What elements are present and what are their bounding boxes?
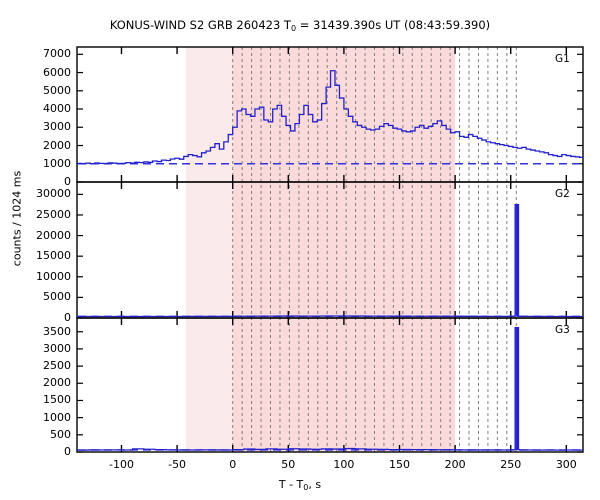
y-tick-label-g1: 4000 [43,102,71,116]
y-tick-label-g3: 500 [50,427,71,441]
y-tick-label-g1: 3000 [43,120,71,134]
y-tick-label-g2: 25000 [36,207,71,221]
panel-frame-g3 [76,317,584,453]
x-tick-label: 300 [555,458,577,471]
x-tick-label: 100 [333,458,355,471]
panel-label-g2: G2 [555,188,570,200]
y-tick-label-g3: 1500 [43,393,71,407]
y-tick-label-g3: 0 [64,445,71,458]
chart-title-prefix: KONUS-WIND S2 GRB 260423 T [109,18,291,32]
panel-label-g3: G3 [555,324,570,336]
spike-g3 [515,326,520,450]
x-axis-label-subscript: 0 [303,483,309,492]
x-tick-label: -50 [168,458,187,471]
y-tick-label-g2: 0 [64,311,71,324]
x-axis-label: T - T0, s [0,478,600,492]
x-axis-label-prefix: T - T [278,478,304,491]
y-tick-label-g1: 6000 [43,65,71,79]
chart-title-subscript: 0 [290,24,297,33]
y-tick-label-g3: 3000 [43,341,71,355]
lightcurve-g2 [77,204,583,318]
x-tick-label: 150 [389,458,410,471]
chart-title-suffix: = 31439.390s UT (08:43:59.390) [296,18,491,32]
y-tick-label-g2: 30000 [36,187,71,201]
x-axis-label-suffix: , s [308,478,322,491]
lightcurve-g1 [77,70,583,165]
shaded-region-outer-background-interval [185,47,233,452]
x-tick-label: 200 [444,458,466,471]
y-tick-label-g3: 2000 [43,376,71,390]
y-tick-label-g3: 2500 [43,359,71,373]
x-tick-label: 50 [281,458,296,471]
chart-title: KONUS-WIND S2 GRB 260423 T0 = 31439.390s… [0,18,600,33]
y-tick-label-g1: 0 [64,175,71,188]
y-tick-label-g1: 1000 [43,156,71,170]
y-tick-label-g3: 3500 [43,324,71,338]
y-tick-label-g2: 5000 [43,290,71,304]
y-tick-label-g1: 7000 [43,47,71,61]
y-tick-label-g2: 15000 [36,249,71,263]
y-tick-label-g1: 2000 [43,138,71,152]
x-tick-label: -100 [108,458,134,471]
x-tick-label: 0 [229,458,237,471]
panel-label-g1: G1 [555,53,570,65]
spike-g2 [515,204,520,317]
y-tick-label-g3: 1000 [43,410,71,424]
y-tick-label-g2: 10000 [36,269,71,283]
x-tick-label: 250 [500,458,522,471]
y-tick-label-g1: 5000 [43,83,71,97]
y-tick-label-g2: 20000 [36,228,71,242]
shaded-region-burst-interval [232,47,456,452]
